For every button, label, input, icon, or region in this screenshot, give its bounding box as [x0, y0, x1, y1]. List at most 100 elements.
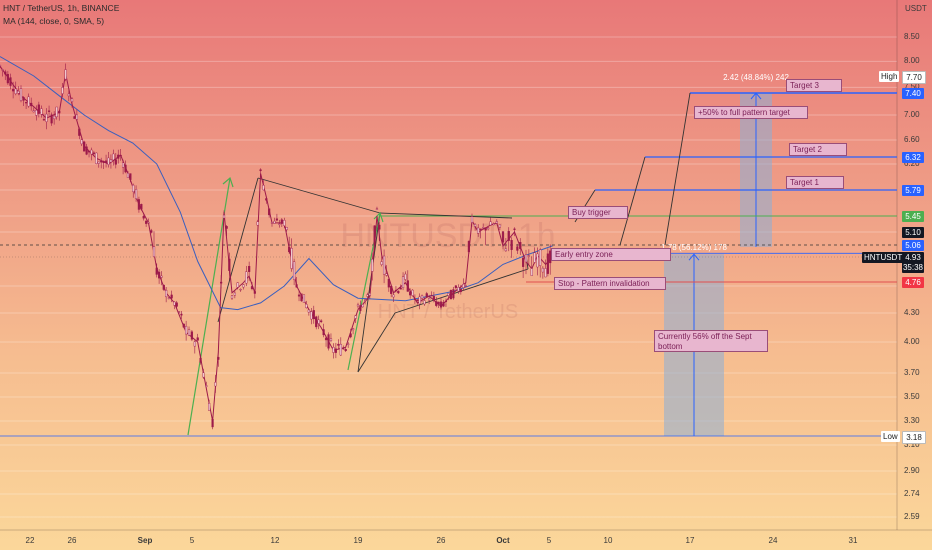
candle-body	[47, 110, 51, 112]
candle-body	[177, 311, 181, 313]
candle-body	[129, 173, 132, 180]
candle-body	[423, 300, 426, 305]
candle-body	[342, 348, 345, 350]
candle-body	[268, 208, 271, 216]
low-tag: Low	[881, 430, 900, 442]
candle-body	[351, 328, 355, 331]
candle-body	[479, 228, 482, 230]
candle-body	[315, 316, 318, 328]
candle-body	[182, 323, 185, 328]
annotation-note[interactable]: Target 3	[786, 79, 842, 92]
price-level-box: 5.79	[902, 184, 924, 196]
candle-body	[404, 273, 407, 280]
candle-body	[202, 372, 205, 378]
annotation-note[interactable]: Currently 56% off the Sept bottom	[654, 330, 768, 353]
triangle-upper-right	[379, 212, 513, 219]
candle-body	[392, 294, 395, 298]
candle-body	[484, 227, 487, 231]
candle-body	[1, 69, 4, 71]
candle-body	[449, 289, 453, 300]
candle-body	[73, 116, 76, 119]
candle-body	[332, 347, 335, 353]
candle-body	[104, 160, 108, 164]
candle-body	[145, 220, 148, 224]
candle-body	[236, 282, 239, 288]
candle-body	[270, 222, 274, 224]
candle-body	[495, 221, 498, 224]
indicator-legend[interactable]: MA (144, close, 0, SMA, 5)	[3, 16, 105, 26]
candle-body	[442, 302, 445, 307]
y-tick-label: 3.50	[904, 392, 920, 401]
y-tick-label: 7.00	[904, 110, 920, 119]
candle-body	[173, 301, 176, 306]
candle-body	[462, 283, 465, 288]
candle-body	[208, 402, 211, 411]
candle-body	[40, 108, 43, 115]
triangle-upper-left	[257, 177, 381, 214]
candle-body	[162, 284, 165, 290]
candle-body	[142, 215, 145, 219]
x-tick-label: 31	[848, 536, 858, 545]
candle-body	[275, 218, 279, 221]
candle-body	[539, 249, 542, 266]
candle-body	[152, 246, 156, 257]
candle-body	[401, 276, 405, 288]
candle-body	[320, 320, 323, 323]
candle-body	[12, 88, 15, 92]
candle-body	[27, 96, 30, 107]
x-tick-label: Sep	[137, 536, 153, 545]
candle-body	[413, 298, 417, 300]
x-tick-label: 22	[25, 536, 35, 545]
symbol-title[interactable]: HNT / TetherUS, 1h, BINANCE	[3, 3, 120, 13]
candle-body	[411, 289, 414, 296]
candle-body	[222, 214, 226, 219]
candle-body	[347, 343, 350, 345]
wedge-left-edge	[357, 212, 381, 373]
candle-body	[225, 226, 228, 229]
triangle-left-edge	[217, 177, 259, 323]
candle-body	[119, 154, 122, 157]
watermark-pair: HNT / TetherUS	[378, 301, 518, 323]
candle-body	[262, 185, 265, 191]
candle-body	[121, 162, 125, 168]
candle-body	[45, 113, 48, 122]
annotation-note[interactable]: +50% to full pattern target	[694, 106, 808, 119]
candle-body	[459, 288, 462, 293]
annotation-note[interactable]: Target 2	[789, 143, 847, 156]
candle-body	[239, 289, 242, 291]
candle-body	[17, 90, 20, 94]
annotation-note[interactable]: Early entry zone	[551, 248, 671, 262]
candle-body	[25, 102, 28, 104]
candle-body	[504, 248, 507, 252]
candle-body	[114, 159, 117, 165]
candle-body	[447, 293, 450, 296]
y-tick-label: 3.70	[904, 368, 920, 377]
candle-body	[9, 77, 12, 86]
price-level-box: 3.18	[902, 430, 926, 444]
candle-body	[32, 110, 35, 113]
candle-body	[444, 300, 448, 303]
candle-body	[90, 149, 93, 155]
price-level-box: 4.93	[902, 251, 924, 263]
candle-body	[83, 141, 86, 152]
symbol-price-tag: HNTUSDT	[862, 251, 905, 263]
price-level-box: 7.40	[902, 87, 924, 99]
candle-body	[78, 128, 81, 136]
candle-body	[180, 313, 183, 316]
y-tick-label: 2.59	[904, 512, 920, 521]
candle-body	[217, 356, 220, 360]
candle-body	[67, 93, 70, 97]
candle-body	[55, 106, 58, 118]
candle-body	[359, 305, 362, 311]
candle-body	[310, 311, 313, 320]
candle-body	[14, 88, 17, 95]
candle-body	[50, 114, 53, 124]
candle-body	[487, 227, 490, 230]
annotation-note[interactable]: Target 1	[786, 176, 844, 189]
annotation-note[interactable]: Buy trigger	[568, 206, 628, 219]
candle-body	[297, 294, 301, 297]
candle-body	[253, 291, 256, 294]
candle-body	[373, 225, 376, 246]
annotation-note[interactable]: Stop - Pattern invalidation	[554, 277, 666, 290]
